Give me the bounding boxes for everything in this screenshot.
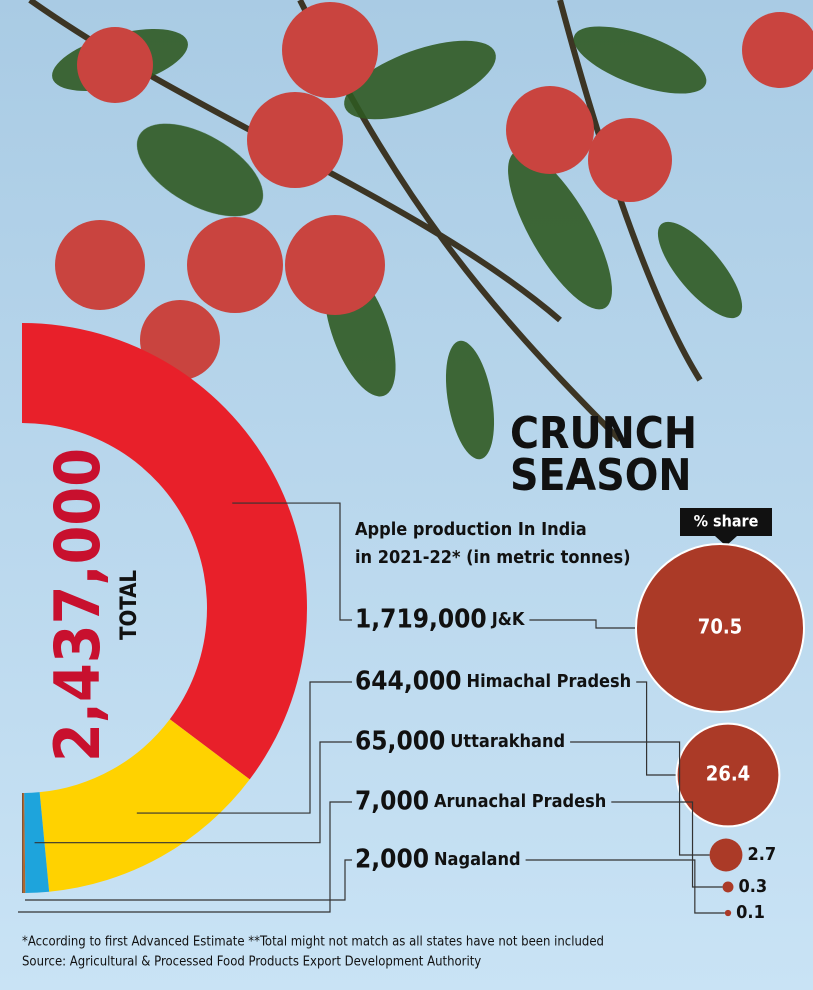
value-label: 2,000	[355, 845, 429, 875]
title: SEASON	[510, 450, 691, 501]
subtitle: in 2021-22* (in metric tonnes)	[355, 547, 631, 568]
share-bubble	[710, 839, 743, 872]
total-caption: TOTAL	[117, 570, 142, 640]
infographic: 2,437,000TOTALCRUNCHSEASONApple producti…	[0, 0, 813, 990]
category-label: Arunachal Pradesh	[434, 791, 606, 812]
category-label: J&K	[491, 609, 526, 630]
value-label: 65,000	[355, 727, 445, 757]
share-title: % share	[694, 512, 759, 531]
category-label: Himachal Pradesh	[467, 671, 632, 692]
share-bubble	[723, 882, 734, 893]
share-label: 0.3	[738, 876, 767, 897]
share-label: 2.7	[747, 844, 776, 865]
total-value: 2,437,000	[41, 448, 114, 762]
footnote: *According to first Advanced Estimate **…	[22, 935, 604, 950]
value-label: 1,719,000	[355, 605, 487, 635]
category-label: Nagaland	[434, 849, 521, 870]
share-label: 26.4	[706, 762, 750, 786]
value-label: 7,000	[355, 787, 429, 817]
share-bubble	[725, 910, 731, 916]
subtitle: Apple production In India	[355, 519, 587, 540]
share-label: 0.1	[736, 902, 765, 923]
footnote: Source: Agricultural & Processed Food Pr…	[22, 955, 481, 970]
value-label: 644,000	[355, 667, 462, 697]
share-label: 70.5	[698, 615, 742, 639]
category-label: Uttarakhand	[450, 731, 565, 752]
